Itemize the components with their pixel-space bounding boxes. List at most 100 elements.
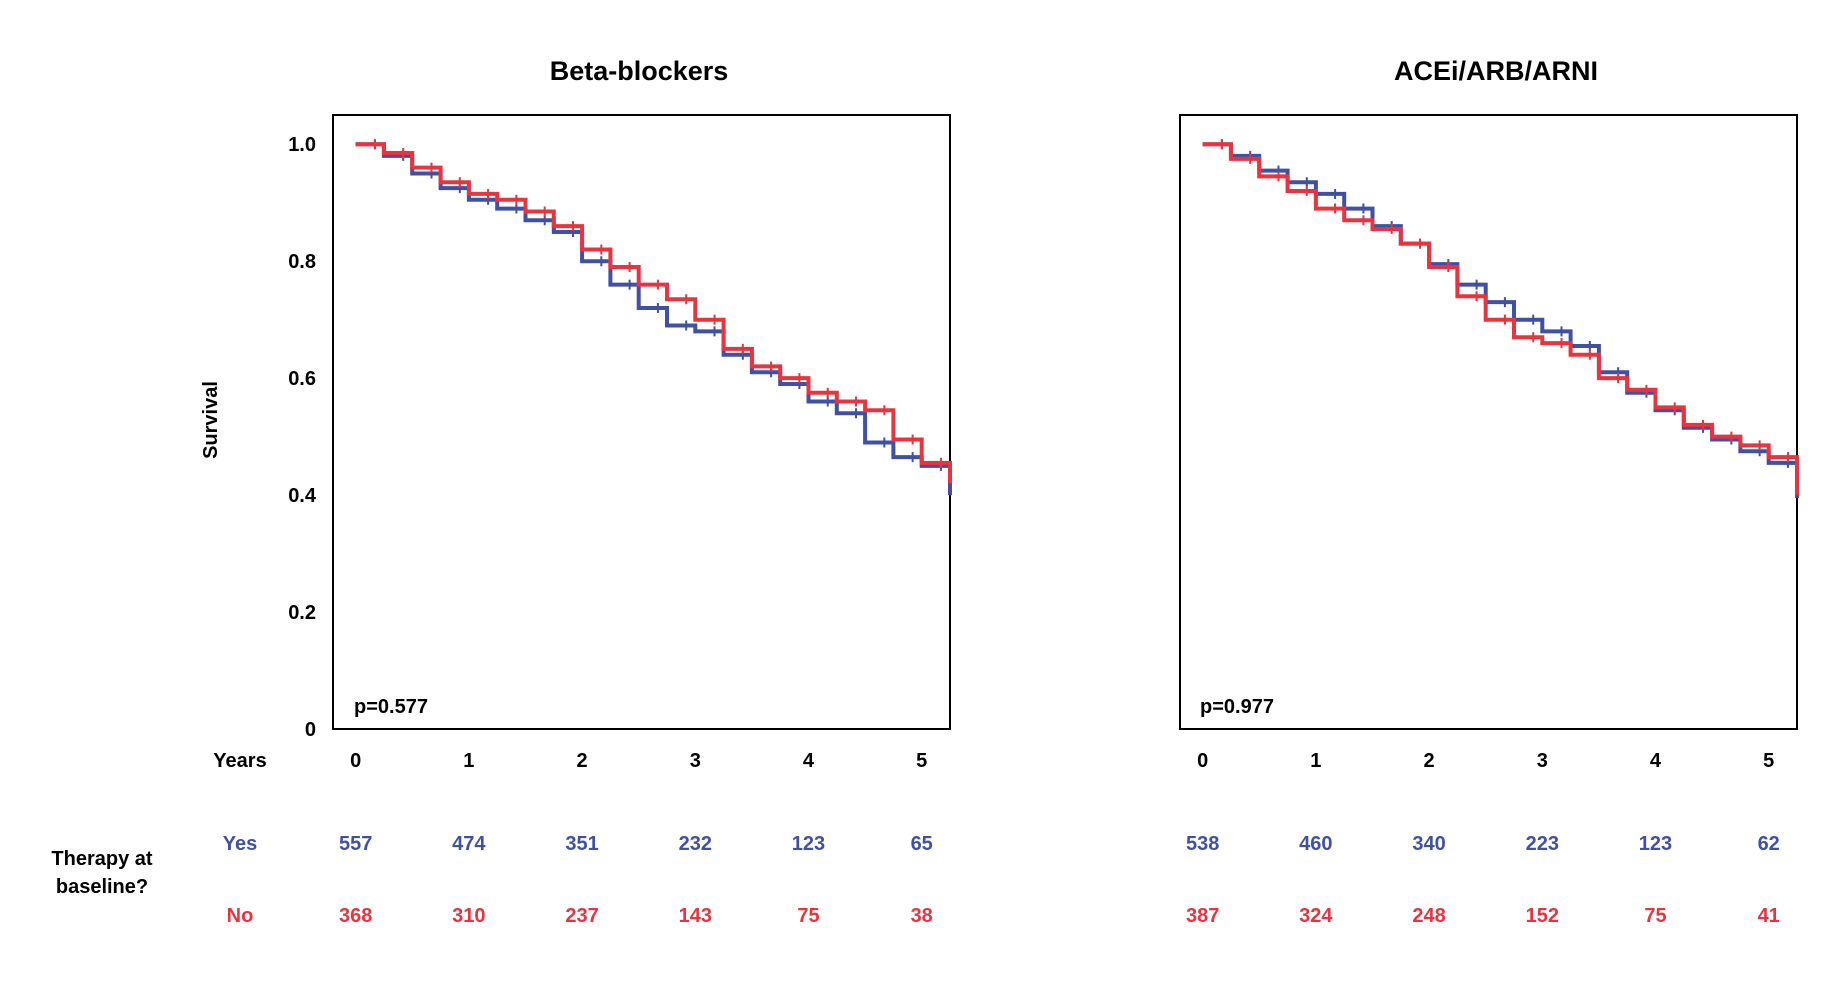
- censor-mark-no: [682, 294, 691, 305]
- y-tick-label: 1.0: [288, 134, 316, 156]
- censor-mark-no: [1529, 332, 1538, 343]
- x-tick-label: 2: [1424, 750, 1435, 772]
- censor-mark-no: [1614, 373, 1623, 384]
- x-ticks: 0 1 2 3 4 5: [350, 750, 927, 772]
- curve-no: [1202, 142, 1799, 496]
- x-tick-label: 5: [1763, 750, 1774, 772]
- x-tick-label: 0: [350, 750, 361, 772]
- censor-mark-no: [795, 373, 804, 384]
- y-tick-label: 0.6: [288, 368, 316, 390]
- x-tick-label: 5: [916, 750, 927, 772]
- censor-mark-no: [1246, 153, 1255, 164]
- chart-title: Beta-blockers: [550, 56, 729, 86]
- risk-row-label-no: No: [227, 905, 254, 927]
- censor-mark-no: [1387, 224, 1396, 235]
- censor-mark-yes: [1302, 177, 1311, 188]
- risk-table-rows: 538 460 340 223 123 62 387 324 248 152 75 41: [1186, 833, 1780, 927]
- y-tick-label: 0: [305, 719, 316, 741]
- censor-mark-no: [653, 279, 662, 290]
- censor-mark-no: [1755, 440, 1764, 451]
- censor-mark-no: [427, 162, 436, 173]
- x-tick-label: 3: [690, 750, 701, 772]
- risk-count-yes: 474: [452, 833, 486, 855]
- censor-mark-no: [852, 396, 861, 407]
- censor-mark-yes: [880, 437, 889, 448]
- censor-mark-no: [540, 206, 549, 217]
- risk-count-yes: 351: [565, 833, 598, 855]
- risk-count-no: 143: [679, 905, 712, 927]
- censor-mark-yes: [540, 215, 549, 226]
- censor-mark-no: [908, 434, 917, 445]
- censor-mark-no: [1444, 262, 1453, 273]
- y-tick-label: 0.2: [288, 602, 316, 624]
- censor-mark-yes: [852, 408, 861, 419]
- risk-count-yes: 538: [1186, 833, 1219, 855]
- plot-frame: [332, 114, 951, 730]
- censor-mark-no: [1585, 349, 1594, 360]
- risk-count-no: 152: [1526, 905, 1559, 927]
- censor-mark-yes: [597, 256, 606, 267]
- curve-yes: [355, 142, 952, 496]
- x-ticks: 0 1 2 3 4 5: [1197, 750, 1774, 772]
- risk-row-label-yes: Yes: [223, 833, 257, 855]
- y-axis-label: Survival: [200, 381, 222, 459]
- p-value: p=0.577: [354, 696, 428, 718]
- censor-mark-yes: [1557, 326, 1566, 337]
- censor-mark-no: [1359, 215, 1368, 226]
- censor-mark-yes: [1472, 279, 1481, 290]
- censor-mark-no: [625, 262, 634, 273]
- risk-count-yes: 123: [792, 833, 825, 855]
- chart-title: ACEi/ARB/ARNI: [1394, 56, 1598, 86]
- censor-mark-yes: [1359, 203, 1368, 214]
- risk-count-no: 75: [1644, 905, 1666, 927]
- risk-count-yes: 123: [1639, 833, 1672, 855]
- censor-mark-no: [1302, 186, 1311, 197]
- risk-count-yes: 232: [679, 833, 712, 855]
- censor-mark-no: [738, 343, 747, 354]
- censor-mark-yes: [1529, 314, 1538, 325]
- censor-mark-no: [1274, 171, 1283, 182]
- x-tick-label: 4: [1650, 750, 1662, 772]
- x-tick-label: 0: [1197, 750, 1208, 772]
- risk-count-no: 38: [911, 905, 933, 927]
- censor-mark-no: [1217, 139, 1226, 150]
- risk-count-yes: 460: [1299, 833, 1332, 855]
- censor-mark-yes: [823, 396, 832, 407]
- censor-mark-no: [1472, 291, 1481, 302]
- risk-count-no: 248: [1412, 905, 1445, 927]
- x-tick-label: 1: [463, 750, 474, 772]
- censor-mark-no: [1670, 402, 1679, 413]
- risk-count-no: 237: [565, 905, 598, 927]
- censor-mark-no: [1331, 203, 1340, 214]
- censor-mark-no: [484, 188, 493, 199]
- censor-mark-no: [1699, 419, 1708, 430]
- censor-mark-no: [710, 314, 719, 325]
- censor-mark-no: [399, 148, 408, 159]
- risk-count-no: 387: [1186, 905, 1219, 927]
- censor-mark-yes: [1331, 188, 1340, 199]
- plot-frame: [1179, 114, 1798, 730]
- risk-count-no: 41: [1758, 905, 1780, 927]
- risk-count-yes: 223: [1526, 833, 1559, 855]
- censor-mark-yes: [1585, 340, 1594, 351]
- risk-count-yes: 62: [1758, 833, 1780, 855]
- risk-count-yes: 340: [1412, 833, 1445, 855]
- x-tick-label: 2: [577, 750, 588, 772]
- censor-mark-yes: [908, 452, 917, 463]
- risk-table-label-line2: baseline?: [56, 876, 148, 898]
- censor-mark-yes: [653, 302, 662, 313]
- censor-mark-yes: [682, 320, 691, 331]
- risk-count-no: 368: [339, 905, 372, 927]
- censor-mark-no: [767, 361, 776, 372]
- censor-mark-no: [597, 244, 606, 255]
- x-tick-label: 1: [1310, 750, 1321, 772]
- risk-table-label-line1: Therapy at: [51, 848, 152, 870]
- x-tick-label: 4: [803, 750, 815, 772]
- censor-mark-no: [823, 387, 832, 398]
- y-tick-label: 0.4: [288, 485, 317, 507]
- risk-table-rows: 557 474 351 232 123 65 368 310 237 143 75 38: [339, 833, 933, 927]
- risk-count-yes: 557: [339, 833, 372, 855]
